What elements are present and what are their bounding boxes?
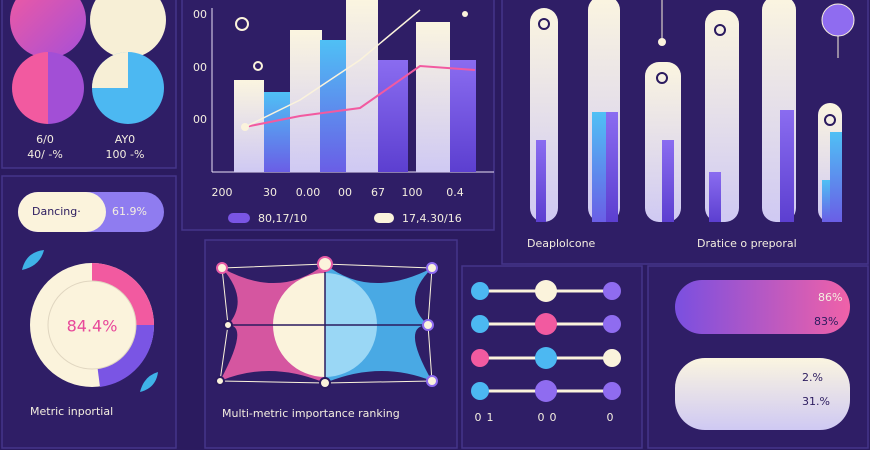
pin (658, 38, 666, 46)
pie-label: AY0 (115, 133, 135, 146)
pill-label: Dancing· (32, 205, 81, 218)
marker (824, 114, 836, 126)
marker (714, 24, 726, 36)
slider-label: 0 (607, 411, 614, 424)
caption: Deaplolcone (527, 237, 596, 250)
radar-point (215, 376, 225, 386)
x-label: 200 (212, 186, 233, 199)
columns (530, 0, 855, 222)
card-value: 31.% (802, 395, 830, 408)
radar-point (319, 377, 331, 389)
x-label: 0.4 (446, 186, 464, 199)
slider-knob[interactable] (603, 349, 621, 367)
slider-label: 0 (475, 411, 482, 424)
leaf-icon (22, 250, 44, 270)
slider-label: 1 (487, 411, 494, 424)
point (235, 17, 249, 31)
slider-knob[interactable] (535, 313, 557, 335)
point (241, 123, 249, 131)
slider-knob[interactable] (535, 380, 557, 402)
y-label: 00 (193, 8, 207, 21)
radar-point (422, 319, 434, 331)
slider-knob[interactable] (471, 382, 489, 400)
bar (450, 60, 476, 172)
card (675, 280, 850, 334)
pie-label: 100 -% (106, 148, 145, 161)
slider-knob[interactable] (603, 282, 621, 300)
leaf-icon (140, 372, 158, 392)
column-fill (662, 140, 674, 222)
legend-swatch (374, 213, 394, 223)
panel (501, 0, 869, 265)
radar-point (223, 320, 233, 330)
y-label: 00 (193, 61, 207, 74)
slider-knob[interactable] (535, 347, 557, 369)
marker (656, 72, 668, 84)
x-label: 00 (338, 186, 352, 199)
bar (346, 0, 378, 172)
trend-line (244, 9, 421, 128)
column-fill (709, 172, 721, 222)
sliders (471, 280, 621, 402)
bar (290, 30, 322, 172)
legend-swatch (228, 213, 250, 223)
bar (264, 92, 292, 172)
trend-line (244, 64, 476, 128)
caption: Metric inportial (30, 405, 113, 418)
x-label: 67 (371, 186, 385, 199)
donut-value: 84.4% (67, 317, 118, 336)
radar-point (426, 375, 438, 387)
card-value: 2.% (802, 371, 823, 384)
bar (320, 40, 348, 172)
point (253, 61, 263, 71)
column-fill (780, 110, 794, 222)
column-fill (606, 112, 618, 222)
column-fill (536, 140, 546, 222)
donut-hole (47, 280, 137, 370)
pill (18, 192, 106, 232)
pie-label: 40/ -% (27, 148, 63, 161)
radar-point (426, 262, 438, 274)
y-label: 00 (193, 113, 207, 126)
column (705, 10, 739, 222)
pie-label: 6/0 (36, 133, 54, 146)
column-fill (592, 112, 606, 222)
pie-slice (12, 52, 48, 124)
x-label: 100 (402, 186, 423, 199)
radar-point (216, 262, 228, 274)
caption: Dratice o preporal (697, 237, 797, 250)
column-fill (822, 180, 830, 222)
column-fill (830, 132, 842, 222)
legend-label: 17,4.30/16 (402, 212, 462, 225)
card-value: 83% (814, 315, 838, 328)
pie-slice (48, 52, 84, 124)
slider-knob[interactable] (603, 315, 621, 333)
pie-slice (92, 52, 128, 88)
slider-label: 0 (538, 411, 545, 424)
slider-knob[interactable] (471, 349, 489, 367)
bar (416, 22, 450, 172)
slider-knob[interactable] (471, 315, 489, 333)
pin (821, 3, 855, 37)
card (675, 358, 850, 430)
pie (90, 0, 166, 58)
x-label: 30 (263, 186, 277, 199)
x-label: 0.00 (296, 186, 321, 199)
point (462, 11, 468, 17)
pill-value: 61.9% (112, 205, 147, 218)
slider-knob[interactable] (471, 282, 489, 300)
slider-knob[interactable] (603, 382, 621, 400)
slider-knob[interactable] (535, 280, 557, 302)
marker (538, 18, 550, 30)
pie (10, 0, 86, 58)
legend-label: 80,17/10 (258, 212, 307, 225)
card-value: 86% (818, 291, 842, 304)
slider-label: 0 (550, 411, 557, 424)
radar-point (317, 256, 333, 272)
caption: Multi-metric importance ranking (222, 407, 400, 420)
